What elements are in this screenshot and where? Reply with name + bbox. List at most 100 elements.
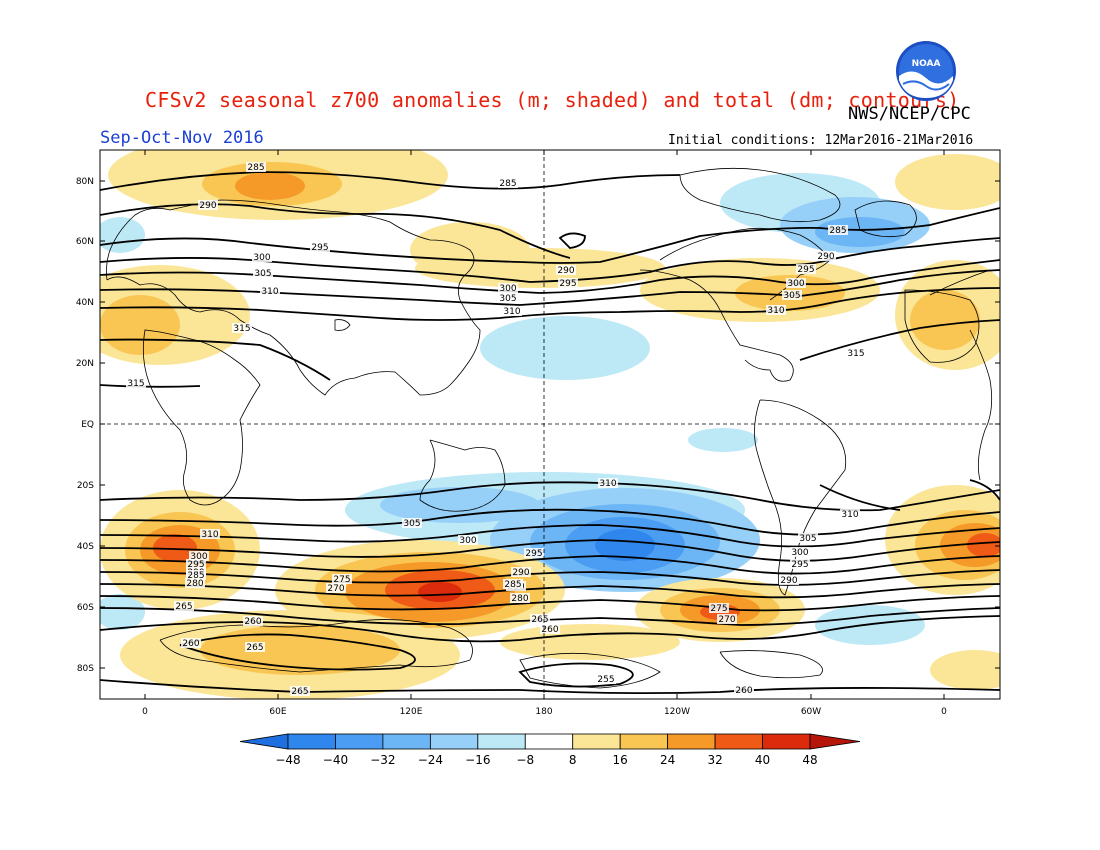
contour-label: 310 xyxy=(261,287,278,297)
x-tick-label: 60E xyxy=(269,707,286,717)
contour-label: 260 xyxy=(735,686,752,696)
contour-label-bg xyxy=(498,178,518,188)
contour-label: 315 xyxy=(847,349,864,359)
y-tick-label: 80S xyxy=(77,664,94,674)
contour-label-bg xyxy=(198,200,218,210)
y-tick-label: 20S xyxy=(77,481,94,491)
contour-label: 295 xyxy=(187,560,204,570)
contour-label: 265 xyxy=(291,687,308,697)
contour-label: 310 xyxy=(201,530,218,540)
colorbar-segment xyxy=(477,733,526,750)
contour-label-bg xyxy=(790,559,810,569)
colorbar-tick-label: 16 xyxy=(613,753,628,767)
contour-label: 300 xyxy=(787,279,804,289)
agency-label: NWS/NCEP/CPC xyxy=(848,104,971,124)
contour-label: 300 xyxy=(459,536,476,546)
contour-label-bg xyxy=(717,614,737,624)
contour-label: 265 xyxy=(246,643,263,653)
contour-label-bg xyxy=(253,268,273,278)
contour-label-bg xyxy=(596,674,616,684)
contour-label: 260 xyxy=(244,617,261,627)
contour-label: 290 xyxy=(199,201,216,211)
contour-label: 295 xyxy=(311,243,328,253)
contour-label: 285 xyxy=(187,571,204,581)
contour-label-bg xyxy=(766,305,786,315)
contour-label-bg xyxy=(530,614,550,624)
contour-label: 315 xyxy=(233,324,250,334)
contour-labels: 2852852902953003053103153152852902953003… xyxy=(126,162,866,697)
contour-label: 255 xyxy=(597,675,614,685)
colorbar-segment xyxy=(335,733,384,750)
contour-label: 310 xyxy=(767,306,784,316)
colorbar-segment xyxy=(382,733,431,750)
x-tick-label: 120W xyxy=(664,707,690,717)
y-tick-label: EQ xyxy=(81,420,94,430)
contour-label-bg xyxy=(245,642,265,652)
coastlines xyxy=(106,167,993,689)
contour-label: 300 xyxy=(499,284,516,294)
colorbar-tick-label: −16 xyxy=(465,753,490,767)
contour-label-bg xyxy=(186,559,206,569)
colorbar-tick-label: −48 xyxy=(275,753,300,767)
contour-label-bg xyxy=(598,478,618,488)
noaa-logo: NOAA xyxy=(896,41,956,101)
contour-label-bg xyxy=(232,323,252,333)
x-tick-label: 60W xyxy=(801,707,821,717)
contour-label: 305 xyxy=(403,519,420,529)
contour-label-bg xyxy=(840,509,860,519)
y-tick-label: 40S xyxy=(77,542,94,552)
contour-label: 285 xyxy=(829,226,846,236)
y-tick-label: 60N xyxy=(76,237,94,247)
contour-label: 270 xyxy=(718,615,735,625)
contour-label: 265 xyxy=(531,615,548,625)
colorbar: −48 −40 −32 −24 −16 −8 8 16 24 32 40 48 xyxy=(239,733,861,767)
contour-label-bg xyxy=(243,616,263,626)
contour-label: 260 xyxy=(541,625,558,635)
x-tick-label: 120E xyxy=(400,707,423,717)
contour-label: 305 xyxy=(799,534,816,544)
contour-label-bg xyxy=(798,533,818,543)
contour-label: 290 xyxy=(780,576,797,586)
colorbar-arrow-left xyxy=(239,733,289,750)
contour-label-bg xyxy=(498,283,518,293)
contour-label-bg xyxy=(181,638,201,648)
contour-label: 300 xyxy=(253,253,270,263)
colorbar-tick-label: 40 xyxy=(755,753,770,767)
contour-label-bg xyxy=(816,251,836,261)
contour-label-bg xyxy=(556,265,576,275)
colorbar-segment xyxy=(667,733,716,750)
colorbar-tick-label: 48 xyxy=(802,753,817,767)
contour-lines xyxy=(100,171,1000,695)
contour-label-bg xyxy=(779,575,799,585)
chart-title: CFSv2 seasonal z700 anomalies (m; shaded… xyxy=(145,88,960,112)
colorbar-arrow-right xyxy=(809,733,861,750)
reference-lines xyxy=(100,150,1000,699)
contour-label-bg xyxy=(709,603,729,613)
contour-label-bg xyxy=(260,286,280,296)
contour-label: 300 xyxy=(791,548,808,558)
contour-label: 285 xyxy=(247,163,264,173)
contour-label: 285 xyxy=(499,179,516,189)
colorbar-tick-label: 32 xyxy=(707,753,722,767)
x-tick-label: 180 xyxy=(535,707,552,717)
contour-label-bg xyxy=(185,578,205,588)
contour-label: 275 xyxy=(710,604,727,614)
y-tick-label: 80N xyxy=(76,177,94,187)
x-axis: 0 60E 120E 180 120W 60W 0 xyxy=(142,150,947,717)
contour-label-bg xyxy=(189,551,209,561)
colorbar-segment xyxy=(619,733,669,750)
contour-label: 280 xyxy=(511,594,528,604)
contour-label: 285 xyxy=(504,580,521,590)
contour-label-bg xyxy=(540,624,560,634)
contour-label: 290 xyxy=(817,252,834,262)
contour-label: 305 xyxy=(783,291,800,301)
colorbar-tick-label: 8 xyxy=(569,753,577,767)
x-tick-label: 0 xyxy=(142,707,148,717)
contour-label: 275 xyxy=(333,575,350,585)
contour-label: 305 xyxy=(499,294,516,304)
contour-label-bg xyxy=(332,574,352,584)
initial-conditions-label: Initial conditions: 12Mar2016-21Mar2016 xyxy=(668,133,974,148)
contour-label-bg xyxy=(511,567,531,577)
colorbar-segment xyxy=(524,733,574,750)
